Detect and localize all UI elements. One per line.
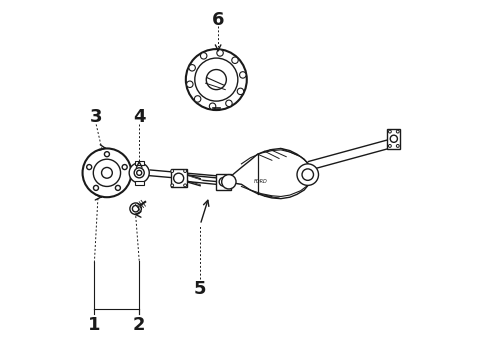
Circle shape (171, 184, 173, 187)
Circle shape (87, 165, 92, 170)
Polygon shape (223, 148, 310, 199)
Circle shape (184, 184, 187, 187)
Circle shape (93, 159, 121, 186)
Circle shape (173, 173, 184, 183)
Circle shape (302, 169, 314, 180)
Circle shape (187, 81, 193, 87)
Bar (171, 169, 187, 187)
Bar (216, 174, 231, 190)
Bar (135, 161, 144, 165)
Circle shape (137, 170, 142, 175)
Circle shape (390, 135, 397, 142)
Text: 3: 3 (90, 108, 102, 126)
Circle shape (186, 49, 247, 110)
Circle shape (221, 175, 236, 189)
Circle shape (206, 69, 226, 90)
Circle shape (130, 203, 141, 215)
Circle shape (195, 96, 201, 102)
Circle shape (389, 144, 392, 147)
Circle shape (132, 206, 139, 212)
Circle shape (189, 64, 196, 71)
Circle shape (217, 50, 223, 56)
Bar (135, 181, 144, 185)
Text: 1: 1 (88, 316, 100, 334)
Circle shape (171, 170, 173, 172)
Circle shape (82, 148, 131, 197)
Circle shape (219, 177, 228, 186)
Circle shape (195, 58, 238, 101)
Circle shape (104, 152, 109, 157)
Text: 4: 4 (133, 108, 146, 126)
Bar (388, 129, 400, 149)
Text: 5: 5 (194, 280, 206, 298)
Circle shape (389, 130, 392, 133)
Circle shape (94, 185, 98, 190)
Circle shape (226, 100, 232, 107)
Circle shape (122, 165, 127, 170)
Circle shape (240, 72, 246, 78)
Circle shape (184, 170, 187, 172)
Circle shape (134, 168, 144, 178)
Text: 6: 6 (212, 12, 224, 30)
Text: FORD: FORD (254, 179, 268, 184)
Text: 2: 2 (133, 316, 146, 334)
Circle shape (209, 103, 216, 109)
Circle shape (232, 57, 238, 63)
Circle shape (115, 185, 121, 190)
Circle shape (129, 163, 149, 183)
Circle shape (200, 53, 207, 59)
Circle shape (396, 144, 399, 147)
Circle shape (237, 88, 244, 95)
Circle shape (101, 167, 112, 178)
Circle shape (396, 130, 399, 133)
Circle shape (297, 164, 318, 185)
